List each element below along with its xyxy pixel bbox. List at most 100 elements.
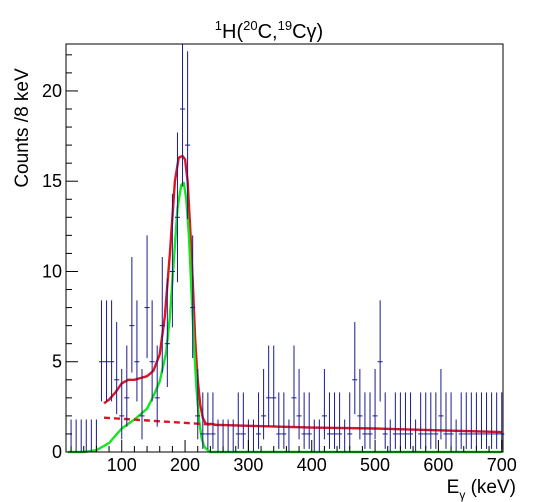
title-part-a: 1	[215, 18, 222, 33]
fit-curves	[67, 154, 502, 454]
data-point	[109, 300, 115, 402]
title-part-f: Cγ)	[292, 21, 323, 43]
y-tick-label: 10	[42, 261, 62, 281]
data-point	[494, 392, 500, 449]
data-point	[473, 392, 479, 449]
data-point	[174, 132, 180, 283]
y-axis-title: Counts /8 keV	[12, 68, 33, 188]
x-tick-label: 700	[487, 455, 517, 475]
data-point	[418, 392, 424, 449]
y-tick-label: 20	[42, 81, 62, 101]
x-tick-label: 500	[360, 455, 390, 475]
data-point	[98, 300, 104, 402]
data-point	[129, 257, 135, 373]
data-point	[73, 419, 79, 453]
data-point	[433, 392, 439, 449]
data-point	[114, 322, 120, 415]
data-point	[205, 392, 211, 449]
data-point	[453, 419, 459, 453]
data-point	[408, 392, 414, 449]
data-point	[463, 392, 469, 449]
data-point	[377, 300, 383, 402]
data-point	[104, 300, 110, 402]
x-tick-label: 200	[170, 455, 200, 475]
title-part-c: 20	[243, 18, 257, 33]
data-point	[362, 392, 368, 449]
data-point	[468, 392, 474, 449]
data-point	[326, 392, 332, 449]
data-point	[448, 392, 454, 449]
data-point	[478, 392, 484, 449]
x-tick-label: 400	[297, 455, 327, 475]
data-point	[164, 278, 170, 388]
data-point	[438, 368, 444, 440]
data-point	[352, 322, 358, 415]
data-point	[200, 392, 206, 449]
y-tick-label: 5	[52, 352, 62, 372]
axes: 100 200 300 400 500 600 700 0 5 10 15 20	[42, 43, 517, 475]
data-point	[180, 44, 186, 187]
total-fit-curve	[103, 154, 502, 434]
data-point	[139, 368, 145, 440]
data-point	[423, 392, 429, 449]
title-part-b: H(	[222, 21, 243, 43]
title-part-e: 19	[278, 18, 292, 33]
x-axis-title: Eγ (keV)	[447, 477, 516, 502]
data-point	[397, 392, 403, 449]
data-point	[402, 392, 408, 449]
data-points	[68, 44, 505, 453]
data-point	[210, 392, 216, 449]
data-point	[291, 345, 297, 427]
data-point	[296, 368, 302, 440]
x-tick-label: 300	[233, 455, 263, 475]
data-point	[250, 419, 256, 453]
data-point	[413, 419, 419, 453]
data-point	[316, 419, 322, 453]
data-point	[134, 300, 140, 402]
chart-title: 1H(20C,19Cγ)	[215, 18, 323, 43]
data-point	[347, 392, 353, 449]
data-point	[311, 419, 317, 453]
plot-frame	[65, 43, 504, 453]
data-point	[88, 419, 94, 453]
data-point	[428, 392, 434, 449]
data-point	[169, 193, 175, 328]
data-point	[78, 419, 84, 453]
data-point	[484, 392, 490, 449]
data-point	[159, 257, 165, 373]
data-point	[83, 419, 89, 453]
data-point	[286, 419, 292, 453]
data-point	[321, 368, 327, 440]
data-point	[357, 368, 363, 440]
data-point	[342, 419, 348, 453]
data-point	[261, 368, 267, 440]
y-tick-label: 0	[52, 442, 62, 462]
x-axis-title-main: E	[447, 477, 460, 498]
x-tick-label: 600	[423, 455, 453, 475]
x-tick-label: 100	[107, 455, 137, 475]
data-point	[301, 392, 307, 449]
data-point	[154, 345, 160, 427]
data-point	[458, 392, 464, 449]
data-point	[367, 392, 373, 449]
data-point	[392, 392, 398, 449]
data-point	[256, 392, 262, 449]
data-point	[332, 392, 338, 449]
data-point	[271, 345, 277, 427]
y-tick-label: 15	[42, 171, 62, 191]
data-point	[443, 392, 449, 449]
peak-component-curve	[67, 181, 502, 454]
data-point	[144, 235, 150, 359]
data-point	[382, 392, 388, 449]
data-point	[337, 392, 343, 449]
data-point	[281, 392, 287, 449]
data-point	[190, 235, 196, 359]
data-point	[235, 392, 241, 449]
data-point	[266, 345, 272, 427]
data-point	[306, 392, 312, 449]
data-point	[124, 345, 130, 427]
data-point	[240, 392, 246, 449]
data-point	[276, 392, 282, 449]
x-axis-title-unit: (keV)	[465, 477, 516, 498]
